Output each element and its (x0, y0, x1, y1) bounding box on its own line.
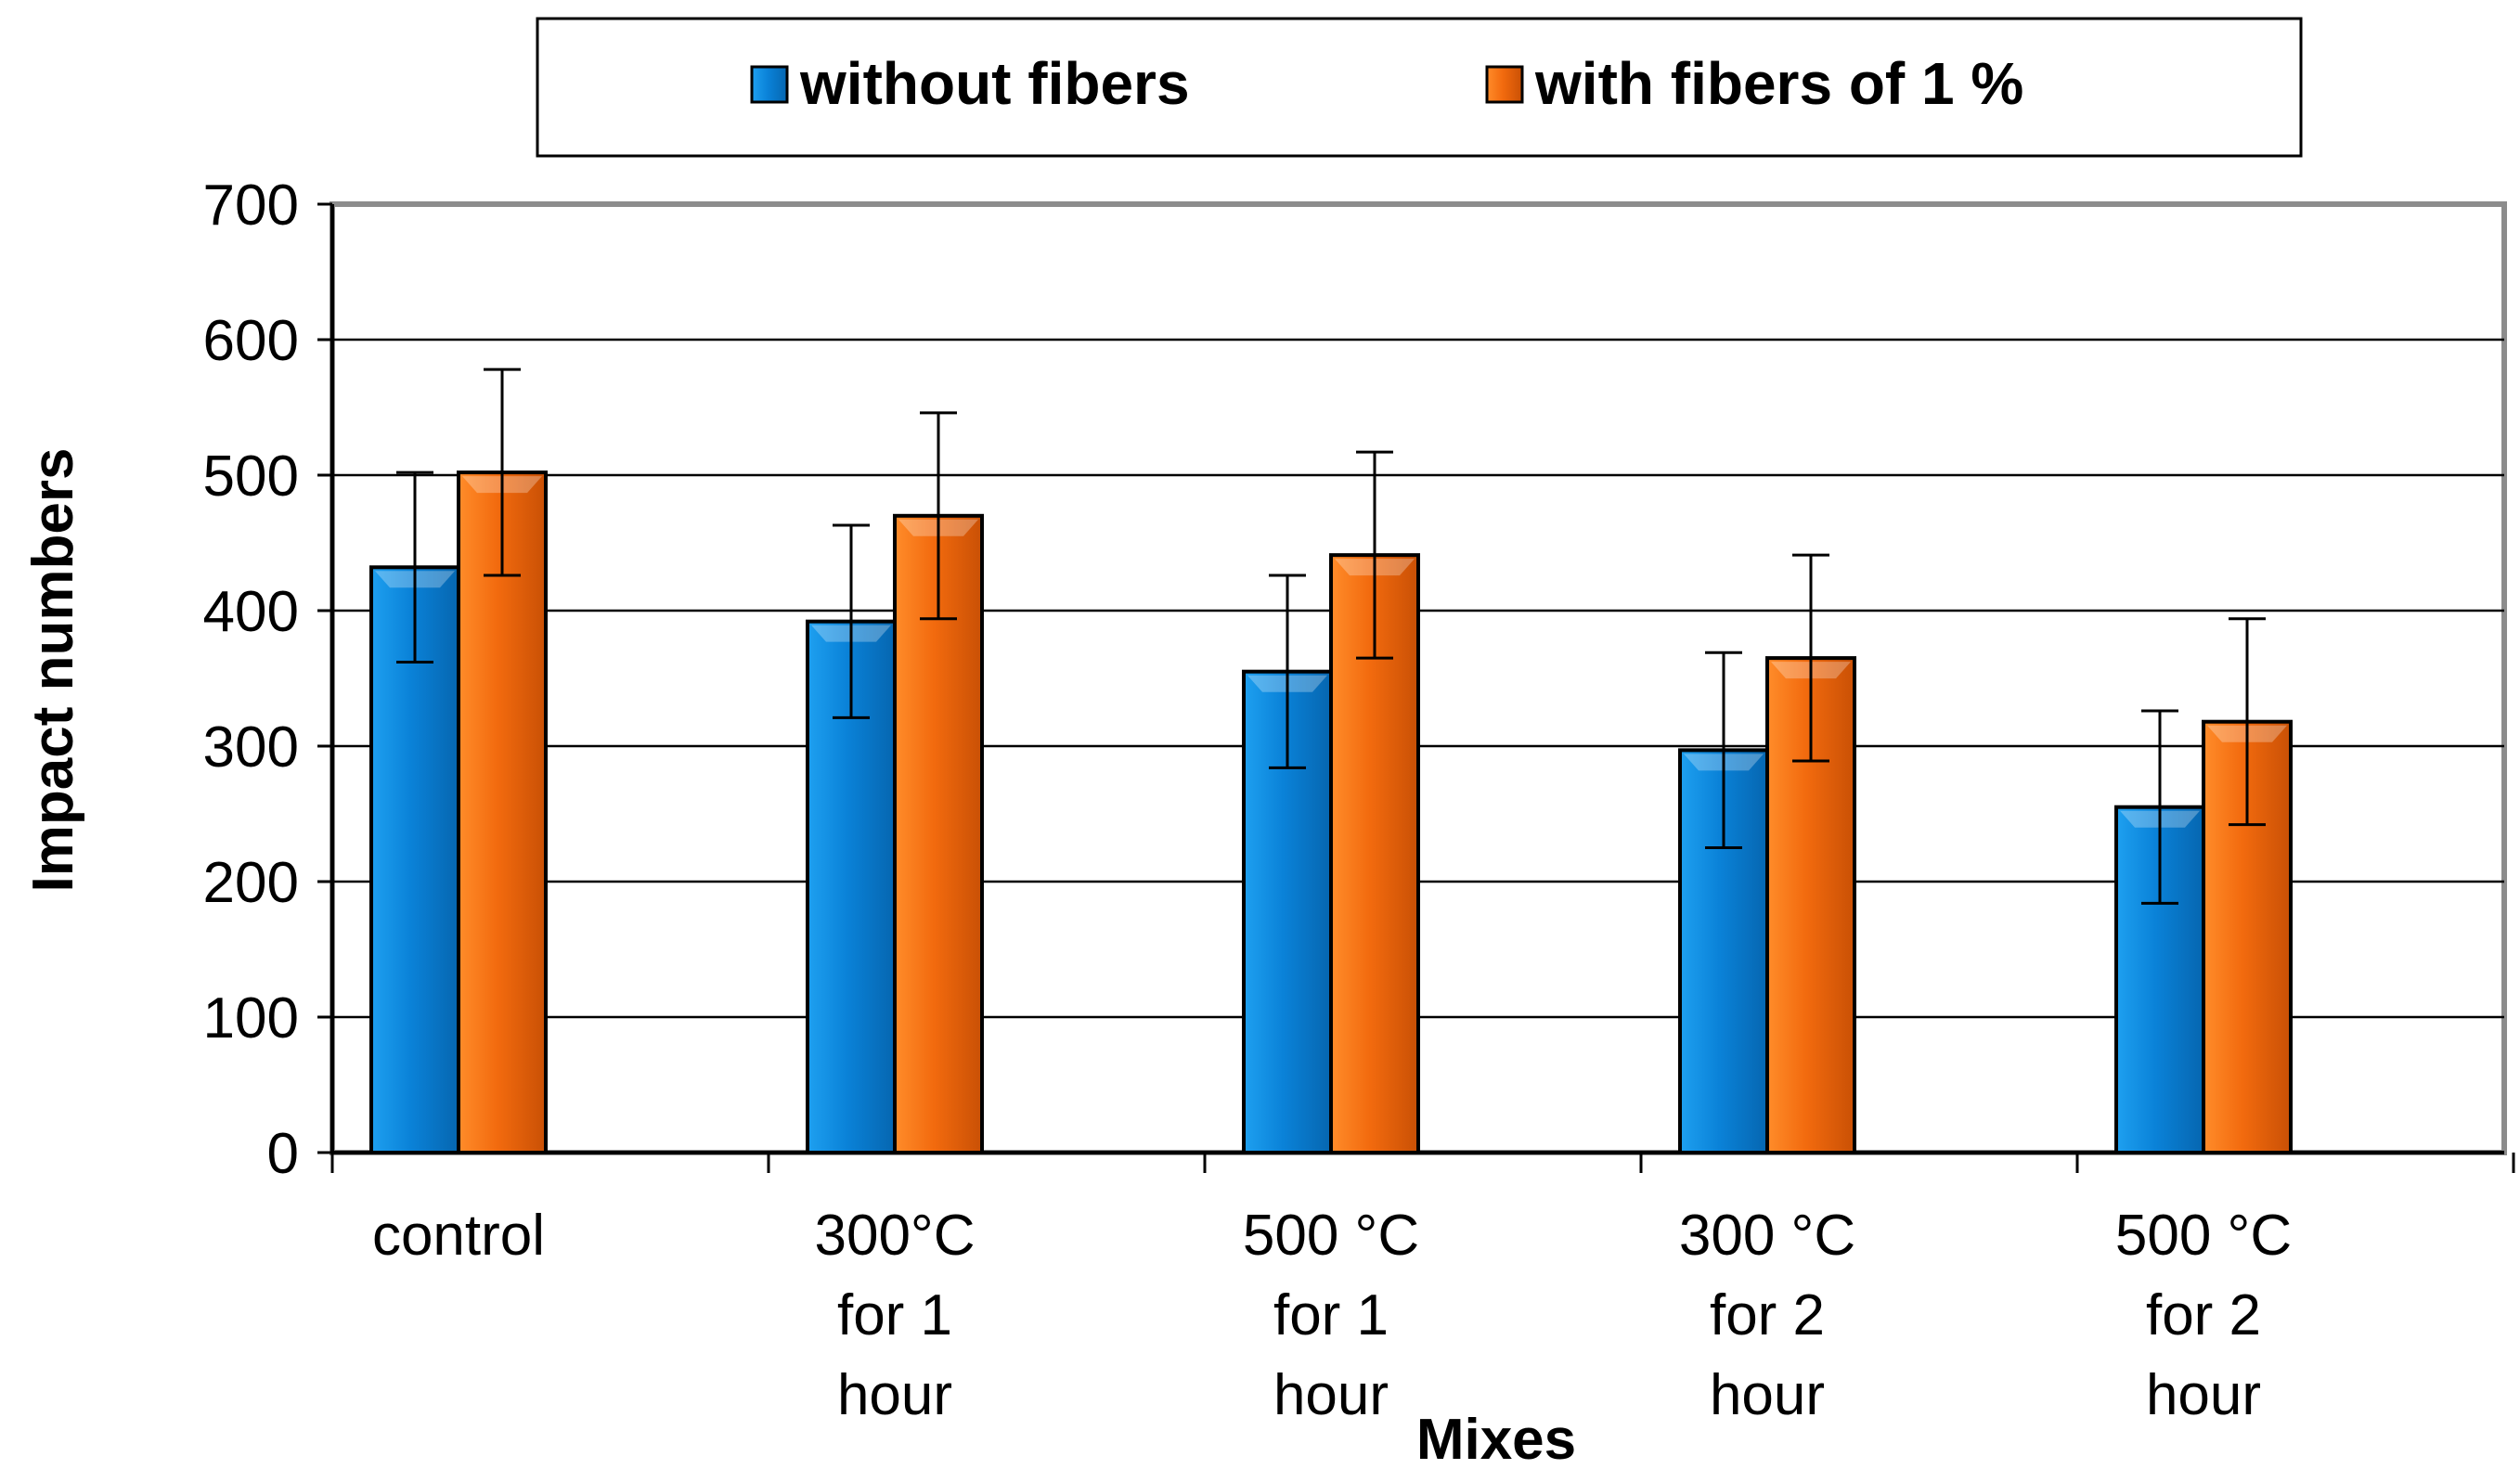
y-tick-label: 400 (203, 580, 299, 644)
y-tick-label: 0 (267, 1122, 299, 1186)
x-tick-label: control (372, 1204, 545, 1268)
legend-swatch-with-fibers (1485, 65, 1524, 104)
x-axis-title: Mixes (1416, 1408, 1576, 1472)
x-tick-label: hour (1710, 1363, 1825, 1427)
y-axis-title: Impact numbers (21, 448, 85, 893)
x-tick-label: hour (1273, 1363, 1389, 1427)
legend-label-with-fibers: with fibers of 1 % (1534, 50, 2023, 117)
x-tick-label: for 1 (1273, 1283, 1389, 1347)
legend-swatch-without-fibers (750, 65, 789, 104)
y-tick-label: 500 (203, 445, 299, 509)
legend-box (536, 17, 2303, 158)
bar-with-fibers-of-1--1 (893, 513, 984, 1154)
legend-label-without-fibers: without fibers (799, 50, 1190, 117)
x-tick-label: for 1 (837, 1283, 952, 1347)
y-tick-label: 200 (203, 851, 299, 915)
x-tick-label: 300°C (814, 1204, 975, 1268)
y-tick-label: 700 (203, 174, 299, 238)
bar-with-fibers-of-1--0 (457, 470, 548, 1154)
x-tick-label: 500 °C (1243, 1204, 1419, 1268)
y-tick-label: 100 (203, 986, 299, 1050)
x-tick-labels: control 300°C for 1 hour 500 °C for 1 hour 300 … (372, 1204, 2292, 1427)
error-bars (396, 367, 2266, 905)
x-tick-label: hour (837, 1363, 952, 1427)
y-tick-label: 300 (203, 715, 299, 780)
x-tick-label: for 2 (1710, 1283, 1825, 1347)
y-tick-labels: 0 100 200 300 400 500 600 700 (203, 174, 299, 1186)
x-tick-label: for 2 (2146, 1283, 2261, 1347)
x-tick-label: 300 °C (1679, 1204, 1855, 1268)
y-tick-label: 600 (203, 309, 299, 373)
x-tick-label: hour (2146, 1363, 2261, 1427)
legend: without fibers with fibers of 1 % (536, 17, 2303, 158)
axes (330, 204, 2515, 1173)
x-tick-label: 500 °C (2115, 1204, 2292, 1268)
